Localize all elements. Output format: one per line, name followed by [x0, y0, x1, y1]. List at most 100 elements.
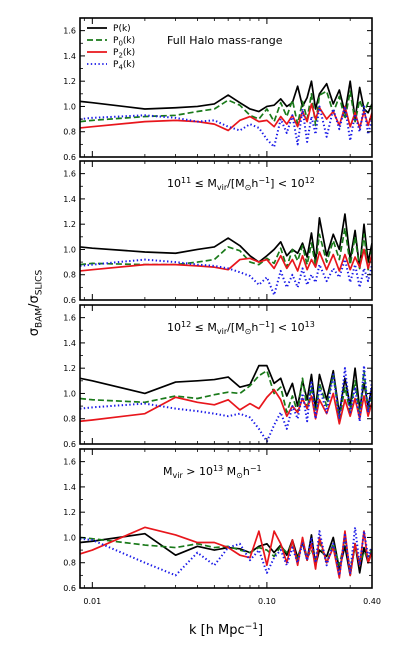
annotation-part-3: vir	[217, 327, 228, 336]
panel-frame	[79, 304, 373, 445]
annotation-part-3: vir	[217, 183, 228, 192]
legend-0-part-0: P	[113, 24, 119, 34]
series-line-0-panel-3	[80, 364, 372, 415]
series-line-2-panel-2	[80, 248, 372, 272]
ylabel-part-1: BAM	[34, 308, 44, 328]
x-tick-label: 0.10	[258, 597, 276, 606]
y-tick-label: 0.8	[63, 559, 76, 568]
annotation-part-4: /[M	[227, 177, 245, 190]
panel-frame	[79, 448, 373, 589]
xlabel-part-0: k	[189, 623, 197, 638]
series-line-3-panel-4	[80, 526, 372, 577]
ylabel-part-2: /σ	[27, 295, 42, 308]
annotation-part-8: ] < 10	[270, 177, 305, 190]
y-tick-label: 1.2	[63, 77, 76, 86]
series-line-0-panel-2	[80, 213, 372, 270]
annotation-part-2: ≤ M	[191, 177, 217, 190]
y-tick-label: 0.6	[63, 153, 76, 162]
annotation-part-8: ] < 10	[270, 321, 305, 334]
y-tick-label: 1.2	[63, 220, 76, 229]
legend-1-part-1: 0	[118, 39, 122, 47]
y-tick-label: 1.0	[63, 389, 76, 398]
annotation-part-9: 12	[305, 176, 315, 185]
annotation-part-6: h	[251, 177, 258, 190]
legend-3-part-2: (k)	[123, 60, 135, 70]
y-tick-label: 1.2	[63, 364, 76, 373]
y-tick-label: 1.4	[63, 52, 76, 61]
annotation-part-2: > 10	[183, 465, 213, 478]
annotation-part-3: 13	[213, 464, 223, 473]
xlabel-part-1: [h Mpc	[196, 623, 244, 638]
panel-4: 0.6 0.8 1.0 1.2 1.4 1.6 Mvir > 1013 M⊙h−1	[63, 448, 373, 593]
series-line-0-panel-1	[80, 80, 372, 120]
series-line-3-panel-3	[80, 364, 372, 443]
annotation-part-1: 12	[181, 320, 191, 329]
legend-1-part-2: (k)	[123, 36, 135, 46]
annotation-part-4: M	[223, 465, 236, 478]
annotation-part-0: M	[163, 465, 173, 478]
y-tick-label: 1.4	[63, 339, 76, 348]
annotation-part-5: ⊙	[236, 471, 243, 480]
annotation-part-1: 11	[181, 176, 191, 185]
legend-label-1: P0(k)	[113, 36, 135, 47]
panel-annotation: Mvir > 1013 M⊙h−1	[163, 464, 262, 480]
legend-label-0: P(k)	[113, 24, 131, 34]
series-line-2-panel-4	[80, 526, 372, 579]
annotation-part-7: −1	[250, 464, 262, 473]
y-tick-label: 0.8	[63, 271, 76, 280]
annotation-part-6: h	[251, 321, 258, 334]
y-tick-label: 1.6	[63, 27, 76, 36]
y-tick-label: 1.6	[63, 458, 76, 467]
annotation-part-0: Full Halo mass-range	[167, 34, 283, 47]
y-tick-label: 0.6	[63, 296, 76, 305]
panel-3: 0.6 0.8 1.0 1.2 1.4 1.6 1012 ≤ Mvir/[M⊙h−1] < …	[63, 304, 373, 449]
panel-annotation: 1012 ≤ Mvir/[M⊙h−1] < 1013	[167, 320, 315, 336]
legend-0-part-1: (k)	[118, 24, 130, 34]
x-axis-title: k [h Mpc−1]	[189, 622, 263, 638]
y-tick-label: 1.4	[63, 483, 76, 492]
series-line-2-panel-3	[80, 388, 372, 425]
annotation-part-7: −1	[258, 320, 270, 329]
legend-3-part-1: 4	[118, 63, 123, 71]
annotation-part-9: 13	[305, 320, 315, 329]
panel-frame	[79, 17, 373, 158]
legend-3-part-0: P	[113, 60, 119, 70]
legend: P(k)P0(k)P2(k)P4(k)	[87, 24, 135, 71]
annotation-part-4: /[M	[227, 321, 245, 334]
legend-1-part-0: P	[113, 36, 119, 46]
legend-label-2: P2(k)	[113, 48, 135, 59]
x-tick-label: 0.01	[83, 597, 101, 606]
y-tick-label: 0.6	[63, 440, 76, 449]
annotation-part-5: ⊙	[245, 327, 252, 336]
annotation-part-0: 10	[167, 321, 181, 334]
y-tick-label: 0.6	[63, 584, 76, 593]
panel-frame	[79, 160, 373, 301]
ylabel-part-0: σ	[27, 328, 42, 336]
y-tick-label: 1.6	[63, 314, 76, 323]
xlabel-part-2: −1	[245, 622, 258, 632]
annotation-part-2: ≤ M	[191, 321, 217, 334]
y-tick-label: 0.8	[63, 128, 76, 137]
annotation-part-5: ⊙	[245, 183, 252, 192]
y-axis-title: σBAM/σSLICS	[27, 270, 44, 337]
y-tick-label: 1.0	[63, 533, 76, 542]
legend-2-part-0: P	[113, 48, 119, 58]
annotation-part-0: 10	[167, 177, 181, 190]
xlabel-part-3: ]	[258, 623, 263, 638]
y-tick-label: 1.2	[63, 508, 76, 517]
legend-label-3: P4(k)	[113, 60, 135, 71]
ylabel-part-3: SLICS	[34, 270, 44, 296]
x-tick-label: 0.40	[363, 597, 381, 606]
annotation-part-7: −1	[258, 176, 270, 185]
series-line-0-panel-4	[80, 532, 372, 577]
panel-annotation: 1011 ≤ Mvir/[M⊙h−1] < 1012	[167, 176, 315, 192]
y-tick-label: 1.0	[63, 102, 76, 111]
y-tick-label: 0.8	[63, 415, 76, 424]
legend-2-part-1: 2	[118, 51, 122, 59]
panel-annotation: Full Halo mass-range	[167, 34, 283, 47]
y-tick-label: 1.6	[63, 170, 76, 179]
series-line-3-panel-1	[80, 105, 372, 148]
panel-2: 0.6 0.8 1.0 1.2 1.4 1.6 1011 ≤ Mvir/[M⊙h−1] < …	[63, 160, 373, 305]
